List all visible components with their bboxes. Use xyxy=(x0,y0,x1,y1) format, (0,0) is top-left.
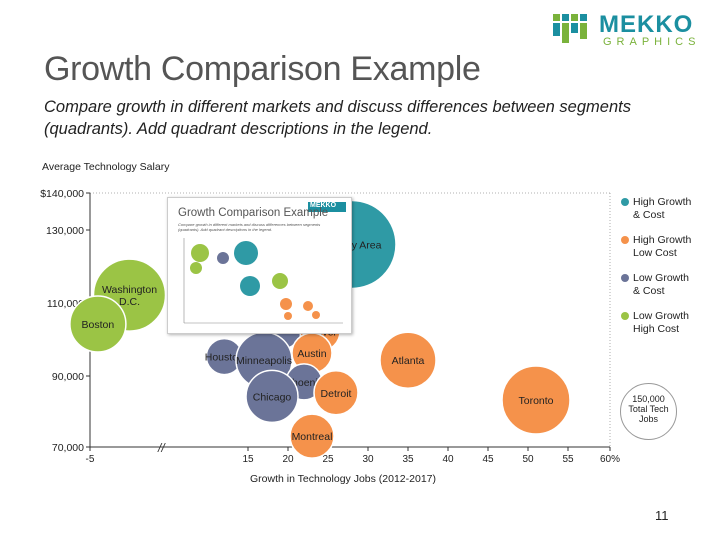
bubble-chicago: Chicago xyxy=(245,369,299,424)
bubble-montreal: Montreal xyxy=(289,413,335,459)
inset-logo-word: MEKKO xyxy=(310,202,337,209)
legend-label: Low Growth & Cost xyxy=(633,272,690,297)
y-tick-label: $140,000 xyxy=(40,188,84,200)
chart-grid xyxy=(90,192,611,447)
x-tick-label: 60% xyxy=(600,454,620,465)
x-tick-label: 30 xyxy=(362,454,374,465)
bubble-size-legend: 150,000 Total Tech Jobs xyxy=(620,383,677,440)
page-subtitle: Compare growth in different markets and … xyxy=(44,98,631,138)
bubble-atlanta: Atlanta xyxy=(379,331,437,389)
legend-dot-icon xyxy=(621,312,629,320)
bubble-houston: Houston xyxy=(205,337,244,376)
bubble-label: D.C. xyxy=(119,296,140,308)
y-tick-label: 70,000 xyxy=(52,442,84,454)
legend-dot-icon xyxy=(621,198,629,206)
size-legend-label: 150,000 Total Tech Jobs xyxy=(628,394,669,424)
x-tick-label: 20 xyxy=(282,454,294,465)
bubble-label: Boston xyxy=(82,319,115,331)
y-tick-label: 90,000 xyxy=(52,371,84,383)
bubble-circle xyxy=(245,369,299,424)
x-tick-label: 25 xyxy=(322,454,334,465)
bubble-label: Minneapolis xyxy=(236,355,292,367)
x-tick-label: -5 xyxy=(86,454,95,465)
axis-break-mark: // xyxy=(157,441,166,455)
bubble-label: Washington xyxy=(102,284,157,296)
bubble-detroit: Detroit xyxy=(313,370,359,416)
inset-mini-chart xyxy=(183,238,343,324)
bubble-boston: Boston xyxy=(69,295,127,353)
x-axis-label: Growth in Technology Jobs (2012-2017) xyxy=(250,473,436,485)
page-number: 11 xyxy=(655,508,669,523)
legend-label: Low Growth High Cost xyxy=(633,310,690,335)
legend-label: High Growth & Cost xyxy=(633,196,692,221)
logo-word: MEKKO xyxy=(599,11,694,38)
x-tick-label: 15 xyxy=(242,454,254,465)
logo-sub: GRAPHICS xyxy=(603,36,701,48)
logo-mark-icon xyxy=(553,14,587,43)
x-tick-label: 35 xyxy=(402,454,414,465)
bubble-circle xyxy=(69,295,127,353)
bubble-label: Chicago xyxy=(253,391,292,403)
y-axis-label: Average Technology Salary xyxy=(42,161,170,173)
inset-logo: MEKKO xyxy=(308,202,346,212)
bubble-toronto: Toronto xyxy=(501,365,571,435)
bubble-circle xyxy=(501,365,571,435)
bubble-austin: Austin xyxy=(291,332,333,374)
x-tick-label: 50 xyxy=(522,454,534,465)
page-title: Growth Comparison Example xyxy=(44,50,481,88)
bubble-circle xyxy=(289,413,335,459)
x-tick-label: 55 xyxy=(562,454,574,465)
bubble-label: Austin xyxy=(297,348,326,360)
legend-dot-icon xyxy=(621,236,629,244)
bubble-label: Houston xyxy=(205,352,244,364)
x-tick-label: 40 xyxy=(442,454,454,465)
bubble-label: Atlanta xyxy=(392,355,425,367)
bubble-label: Toronto xyxy=(518,395,553,407)
legend-dot-icon xyxy=(621,274,629,282)
legend-label: High Growth Low Cost xyxy=(633,234,692,259)
bubble-circle xyxy=(313,370,359,416)
inset-subtitle: Compare growth in different markets and … xyxy=(178,222,321,232)
chart-axes: //-5 15 20 25 30 35 40 45 50 55 60%70,00090,000110… xyxy=(40,188,620,465)
bubble-circle xyxy=(379,331,437,389)
x-tick-label: 45 xyxy=(482,454,494,465)
inset-thumbnail: MEKKO Growth Comparison Example Compare … xyxy=(167,197,352,334)
mekko-logo: MEKKO GRAPHICS xyxy=(553,11,703,48)
bubble-label: Detroit xyxy=(321,388,352,400)
y-tick-label: 130,000 xyxy=(46,225,84,237)
bubble-label: Montreal xyxy=(292,431,333,443)
inset-title: Growth Comparison Example xyxy=(178,207,329,219)
